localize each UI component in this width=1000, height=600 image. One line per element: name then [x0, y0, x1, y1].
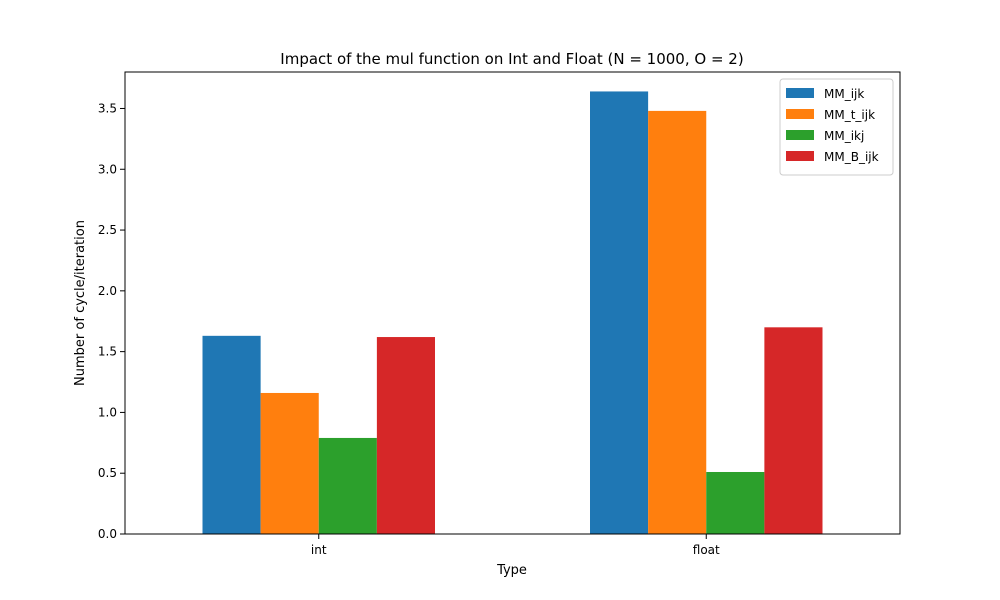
y-tick-label: 2.0: [98, 284, 117, 298]
y-tick-label: 0.5: [98, 466, 117, 480]
bar-MM_ijk-float: [590, 91, 649, 534]
x-axis-label: Type: [496, 563, 527, 578]
bar-MM_ikj-int: [318, 437, 377, 534]
y-tick-label: 2.5: [98, 223, 117, 237]
bar-MM_B_ijk-float: [764, 327, 823, 534]
y-axis: 0.0 0.5 1.0 1.5 2.0 2.5 3.0 3.5: [98, 101, 125, 541]
y-tick-label: 3.0: [98, 162, 117, 176]
bars-group: [202, 91, 823, 534]
legend-swatch: [786, 109, 814, 119]
bar-MM_B_ijk-int: [376, 337, 435, 534]
bar-MM_t_ijk-int: [260, 392, 319, 534]
chart-title: Impact of the mul function on Int and Fl…: [280, 50, 743, 68]
legend: MM_ijk MM_t_ijk MM_ikj MM_B_ijk: [779, 78, 894, 176]
x-axis: int float: [311, 534, 720, 557]
y-axis-label: Number of cycle/iteration: [73, 220, 88, 386]
legend-swatch: [786, 151, 814, 161]
x-tick-label: int: [311, 543, 327, 557]
legend-swatch: [786, 88, 814, 98]
legend-label: MM_B_ijk: [824, 150, 879, 164]
x-tick-label: float: [693, 543, 720, 557]
legend-swatch: [786, 130, 814, 140]
bar-MM_ikj-float: [706, 471, 765, 534]
legend-label: MM_t_ijk: [824, 108, 875, 122]
legend-label: MM_ijk: [824, 87, 864, 101]
bar-MM_ijk-int: [202, 335, 261, 534]
legend-label: MM_ikj: [824, 129, 864, 143]
y-tick-label: 1.5: [98, 345, 117, 359]
y-tick-label: 1.0: [98, 405, 117, 419]
y-tick-label: 3.5: [98, 101, 117, 115]
plot-frame: [124, 71, 901, 535]
bar-MM_t_ijk-float: [648, 110, 707, 534]
y-tick-label: 0.0: [98, 527, 117, 541]
